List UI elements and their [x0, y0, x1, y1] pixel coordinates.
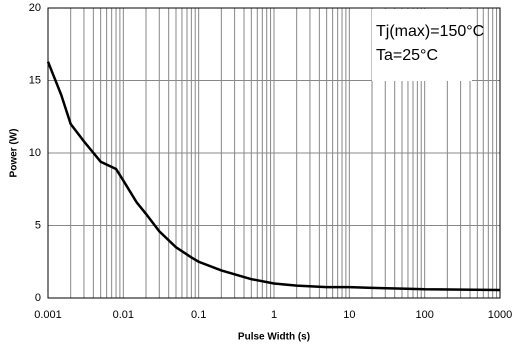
x-tick-label: 100: [415, 309, 433, 321]
y-tick-label: 10: [29, 147, 41, 159]
plot-frame: [47, 7, 501, 299]
annotation: Ta=25°C: [376, 47, 438, 64]
data-line: [46, 61, 501, 292]
y-tick-label: 20: [29, 2, 41, 14]
x-tick-label: 1: [271, 309, 277, 321]
x-tick-label: 0.1: [191, 309, 206, 321]
y-tick-label: 15: [29, 74, 41, 86]
x-axis-title: Pulse Width (s): [238, 332, 310, 343]
x-tick-label: 0.01: [113, 309, 134, 321]
y-tick-label: 0: [35, 292, 41, 304]
annotation: Tj(max)=150°C: [376, 23, 484, 40]
y-tick-label: 5: [35, 219, 41, 231]
x-tick-label: 0.001: [34, 309, 62, 321]
x-tick-label: 10: [343, 309, 355, 321]
x-tick-label: 1000: [488, 309, 512, 321]
annotation-box: [372, 9, 472, 81]
y-axis-title: Power (W): [9, 129, 20, 178]
